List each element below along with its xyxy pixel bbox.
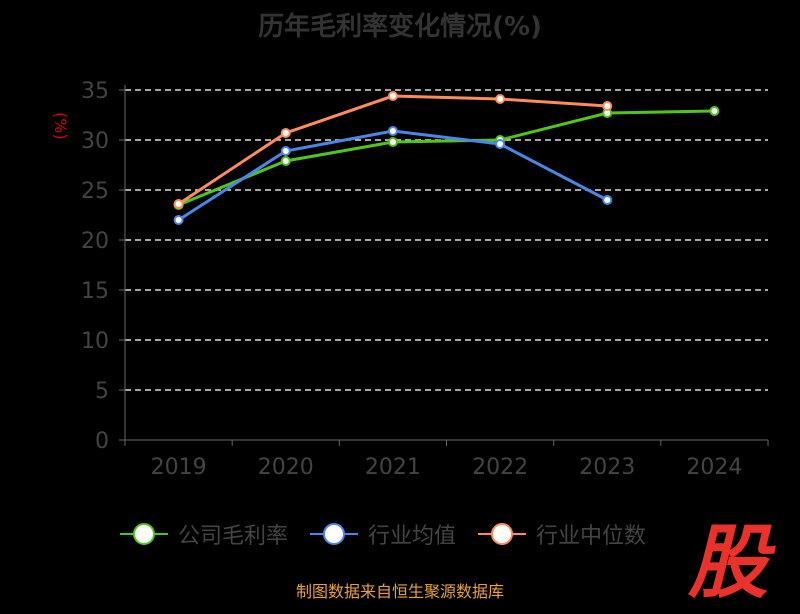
y-tick-label: 5 xyxy=(95,379,109,404)
legend-marker-icon xyxy=(478,523,527,545)
legend-marker-icon xyxy=(310,523,359,545)
x-tick-label: 2020 xyxy=(258,455,314,480)
x-tick-label: 2024 xyxy=(686,455,742,480)
legend-label: 行业中位数 xyxy=(536,524,647,549)
y-tick-label: 0 xyxy=(95,429,109,454)
y-tick-label: 35 xyxy=(81,79,109,104)
data-point xyxy=(602,101,613,111)
legend-item[interactable]: 行业均值 xyxy=(310,518,456,550)
legend: 公司毛利率 行业均值 行业中位数 xyxy=(120,518,646,550)
data-point xyxy=(173,215,184,225)
chart-title: 历年毛利率变化情况(%) xyxy=(258,12,542,42)
series-line xyxy=(177,94,608,206)
legend-marker-icon xyxy=(120,523,168,545)
legend-item[interactable]: 公司毛利率 xyxy=(120,518,288,550)
data-point xyxy=(387,91,398,101)
y-tick-label: 10 xyxy=(81,329,109,354)
y-tick-label: 25 xyxy=(81,179,109,204)
source-note: 制图数据来自恒生聚源数据库 xyxy=(295,582,504,601)
data-point xyxy=(495,139,506,149)
data-point xyxy=(280,146,291,156)
data-point xyxy=(280,156,291,166)
y-tick-label: 20 xyxy=(81,229,109,254)
data-point xyxy=(709,106,720,116)
x-tick-label: 2019 xyxy=(151,455,207,480)
legend-label: 行业均值 xyxy=(368,524,457,549)
data-point xyxy=(173,199,184,209)
y-tick-label: 15 xyxy=(81,279,109,304)
data-point xyxy=(387,137,398,147)
logo: 股 xyxy=(688,516,768,609)
y-tick-label: 30 xyxy=(81,129,109,154)
x-tick-label: 2023 xyxy=(579,455,635,480)
x-tick-label: 2022 xyxy=(472,455,528,480)
x-tick-label: 2021 xyxy=(365,455,421,480)
data-point xyxy=(280,128,291,138)
data-point xyxy=(387,126,398,136)
data-point xyxy=(602,195,613,205)
data-point xyxy=(495,94,506,104)
legend-item[interactable]: 行业中位数 xyxy=(478,518,646,550)
legend-label: 公司毛利率 xyxy=(178,524,289,549)
line-chart: 0 5 10 15 20 25 30 35 2019 2020 2021 2022 2023 2024 xyxy=(81,79,769,480)
series-line xyxy=(178,109,715,207)
